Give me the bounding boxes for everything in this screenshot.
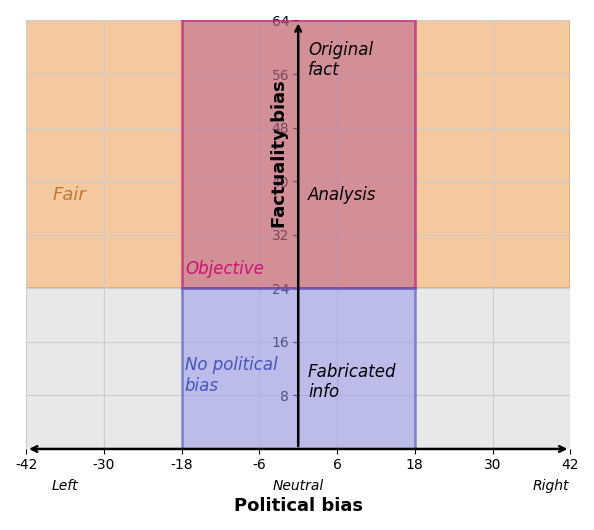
Text: Neutral: Neutral — [273, 479, 324, 493]
Bar — [182, 21, 415, 288]
Text: Factuality bias: Factuality bias — [270, 81, 289, 228]
Text: Fair: Fair — [52, 186, 86, 204]
Bar — [26, 21, 570, 288]
Text: Right: Right — [533, 479, 569, 493]
Bar — [182, 288, 415, 449]
Text: Left: Left — [52, 479, 78, 493]
Text: Fabricated
info: Fabricated info — [308, 363, 396, 401]
X-axis label: Political bias: Political bias — [233, 497, 363, 515]
Bar — [26, 288, 570, 449]
Text: No political
bias: No political bias — [185, 356, 277, 395]
Text: Analysis: Analysis — [308, 186, 377, 204]
Text: Objective: Objective — [185, 260, 264, 278]
Text: Original
fact: Original fact — [308, 41, 373, 80]
